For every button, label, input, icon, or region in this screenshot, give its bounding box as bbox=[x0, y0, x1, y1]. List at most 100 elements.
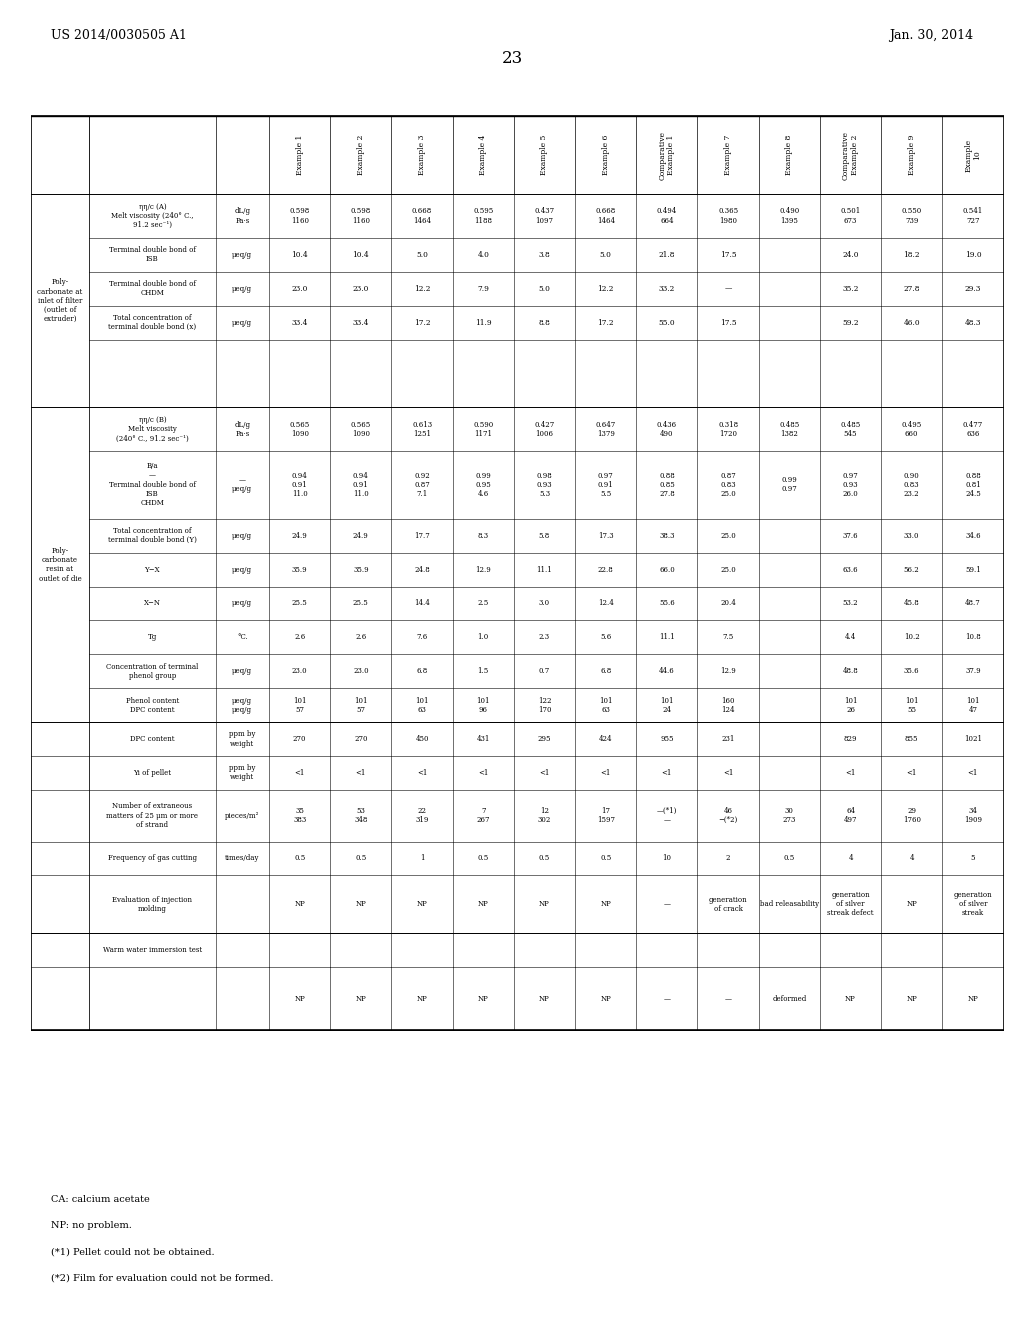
Text: Example 1: Example 1 bbox=[296, 135, 304, 176]
Text: 21.8: 21.8 bbox=[658, 251, 675, 259]
Text: 33.4: 33.4 bbox=[352, 318, 369, 326]
Text: Example 7: Example 7 bbox=[724, 135, 732, 176]
Text: generation
of silver
streak defect: generation of silver streak defect bbox=[827, 891, 873, 917]
Text: 19.0: 19.0 bbox=[965, 251, 981, 259]
Text: 35.2: 35.2 bbox=[843, 285, 859, 293]
Text: 11.9: 11.9 bbox=[475, 318, 492, 326]
Text: 30
273: 30 273 bbox=[782, 807, 796, 824]
Text: 63.6: 63.6 bbox=[843, 565, 858, 574]
Text: 35.6: 35.6 bbox=[904, 667, 920, 676]
Text: —: — bbox=[724, 285, 732, 293]
Text: 855: 855 bbox=[905, 735, 919, 743]
Text: generation
of crack: generation of crack bbox=[709, 895, 748, 912]
Text: Total concentration of
terminal double bond (x): Total concentration of terminal double b… bbox=[109, 314, 197, 331]
Text: CA: calcium acetate: CA: calcium acetate bbox=[51, 1195, 150, 1204]
Text: NP: NP bbox=[539, 900, 550, 908]
Text: 55.0: 55.0 bbox=[658, 318, 675, 326]
Text: 0.598
1160: 0.598 1160 bbox=[290, 207, 310, 224]
Text: 24.9: 24.9 bbox=[292, 532, 307, 540]
Text: <1: <1 bbox=[906, 768, 916, 777]
Text: 56.2: 56.2 bbox=[904, 565, 920, 574]
Text: Jan. 30, 2014: Jan. 30, 2014 bbox=[889, 29, 973, 42]
Text: 8.3: 8.3 bbox=[478, 532, 488, 540]
Text: 450: 450 bbox=[416, 735, 429, 743]
Text: NP: NP bbox=[478, 900, 488, 908]
Bar bbox=[31, 116, 1004, 1031]
Text: 0.490
1395: 0.490 1395 bbox=[779, 207, 800, 224]
Text: μeq/g
μeq/g: μeq/g μeq/g bbox=[232, 697, 252, 714]
Text: 3.0: 3.0 bbox=[539, 599, 550, 607]
Text: 23.0: 23.0 bbox=[352, 285, 369, 293]
Text: NP: NP bbox=[417, 995, 427, 1003]
Text: Y−X: Y−X bbox=[144, 565, 160, 574]
Text: 3.8: 3.8 bbox=[539, 251, 550, 259]
Text: <1: <1 bbox=[540, 768, 550, 777]
Text: (*2) Film for evaluation could not be formed.: (*2) Film for evaluation could not be fo… bbox=[51, 1274, 273, 1283]
Text: μeq/g: μeq/g bbox=[232, 565, 252, 574]
Text: 22.8: 22.8 bbox=[598, 565, 613, 574]
Text: NP: NP bbox=[539, 995, 550, 1003]
Text: 0.94
0.91
11.0: 0.94 0.91 11.0 bbox=[353, 471, 369, 498]
Text: 0.485
545: 0.485 545 bbox=[841, 421, 860, 438]
Text: US 2014/0030505 A1: US 2014/0030505 A1 bbox=[51, 29, 187, 42]
Text: 0.98
0.93
5.3: 0.98 0.93 5.3 bbox=[537, 471, 552, 498]
Text: 1.5: 1.5 bbox=[477, 667, 488, 676]
Text: 0.427
1006: 0.427 1006 bbox=[535, 421, 555, 438]
Text: 7.5: 7.5 bbox=[723, 634, 734, 642]
Text: 5.0: 5.0 bbox=[539, 285, 551, 293]
Text: 101
57: 101 57 bbox=[354, 697, 368, 714]
Text: 29
1760: 29 1760 bbox=[903, 807, 921, 824]
Text: 0.87
0.83
25.0: 0.87 0.83 25.0 bbox=[720, 471, 736, 498]
Text: 24.9: 24.9 bbox=[353, 532, 369, 540]
Text: 59.1: 59.1 bbox=[965, 565, 981, 574]
Text: 5: 5 bbox=[971, 854, 975, 862]
Text: 0.501
673: 0.501 673 bbox=[841, 207, 860, 224]
Text: 25.5: 25.5 bbox=[292, 599, 307, 607]
Text: 0.550
739: 0.550 739 bbox=[901, 207, 922, 224]
Text: 0.477
636: 0.477 636 bbox=[963, 421, 983, 438]
Text: 101
24: 101 24 bbox=[660, 697, 674, 714]
Text: NP: NP bbox=[906, 995, 918, 1003]
Text: 4.4: 4.4 bbox=[845, 634, 856, 642]
Text: 955: 955 bbox=[660, 735, 674, 743]
Text: NP: NP bbox=[294, 995, 305, 1003]
Text: 231: 231 bbox=[722, 735, 735, 743]
Text: 0.590
1171: 0.590 1171 bbox=[473, 421, 494, 438]
Text: <1: <1 bbox=[478, 768, 488, 777]
Text: μeq/g: μeq/g bbox=[232, 667, 252, 676]
Text: 0.595
1188: 0.595 1188 bbox=[473, 207, 494, 224]
Text: 2.6: 2.6 bbox=[294, 634, 305, 642]
Text: 0.88
0.81
24.5: 0.88 0.81 24.5 bbox=[965, 471, 981, 498]
Text: 0.88
0.85
27.8: 0.88 0.85 27.8 bbox=[659, 471, 675, 498]
Text: 22
319: 22 319 bbox=[416, 807, 429, 824]
Text: 20.4: 20.4 bbox=[720, 599, 736, 607]
Text: 1021: 1021 bbox=[964, 735, 982, 743]
Text: ηη/c (A)
Melt viscosity (240° C.,
91.2 sec⁻¹): ηη/c (A) Melt viscosity (240° C., 91.2 s… bbox=[111, 203, 194, 230]
Text: NP: NP bbox=[906, 900, 918, 908]
Text: 11.1: 11.1 bbox=[659, 634, 675, 642]
Text: NP: NP bbox=[355, 995, 367, 1003]
Text: NP: NP bbox=[600, 995, 611, 1003]
Text: 55.6: 55.6 bbox=[659, 599, 675, 607]
Text: 24.0: 24.0 bbox=[843, 251, 859, 259]
Text: Terminal double bond of
ISB: Terminal double bond of ISB bbox=[109, 247, 196, 264]
Text: 34
1909: 34 1909 bbox=[964, 807, 982, 824]
Text: °C.: °C. bbox=[237, 634, 248, 642]
Text: 431: 431 bbox=[476, 735, 489, 743]
Text: 2.3: 2.3 bbox=[539, 634, 550, 642]
Text: Evaluation of injection
molding: Evaluation of injection molding bbox=[113, 895, 193, 912]
Text: NP: NP bbox=[600, 900, 611, 908]
Text: 12.9: 12.9 bbox=[720, 667, 736, 676]
Text: 44.6: 44.6 bbox=[659, 667, 675, 676]
Text: 5.0: 5.0 bbox=[600, 251, 611, 259]
Text: ppm by
weight: ppm by weight bbox=[229, 730, 256, 747]
Text: dL/g
Pa·s: dL/g Pa·s bbox=[234, 207, 250, 224]
Text: 14.4: 14.4 bbox=[414, 599, 430, 607]
Text: Frequency of gas cutting: Frequency of gas cutting bbox=[108, 854, 197, 862]
Text: 0.485
1382: 0.485 1382 bbox=[779, 421, 800, 438]
Text: 23.0: 23.0 bbox=[292, 285, 308, 293]
Text: Example 8: Example 8 bbox=[785, 135, 794, 176]
Text: <1: <1 bbox=[295, 768, 305, 777]
Text: Comparative
Example 1: Comparative Example 1 bbox=[658, 131, 676, 180]
Text: Total concentration of
terminal double bond (Y): Total concentration of terminal double b… bbox=[108, 527, 197, 544]
